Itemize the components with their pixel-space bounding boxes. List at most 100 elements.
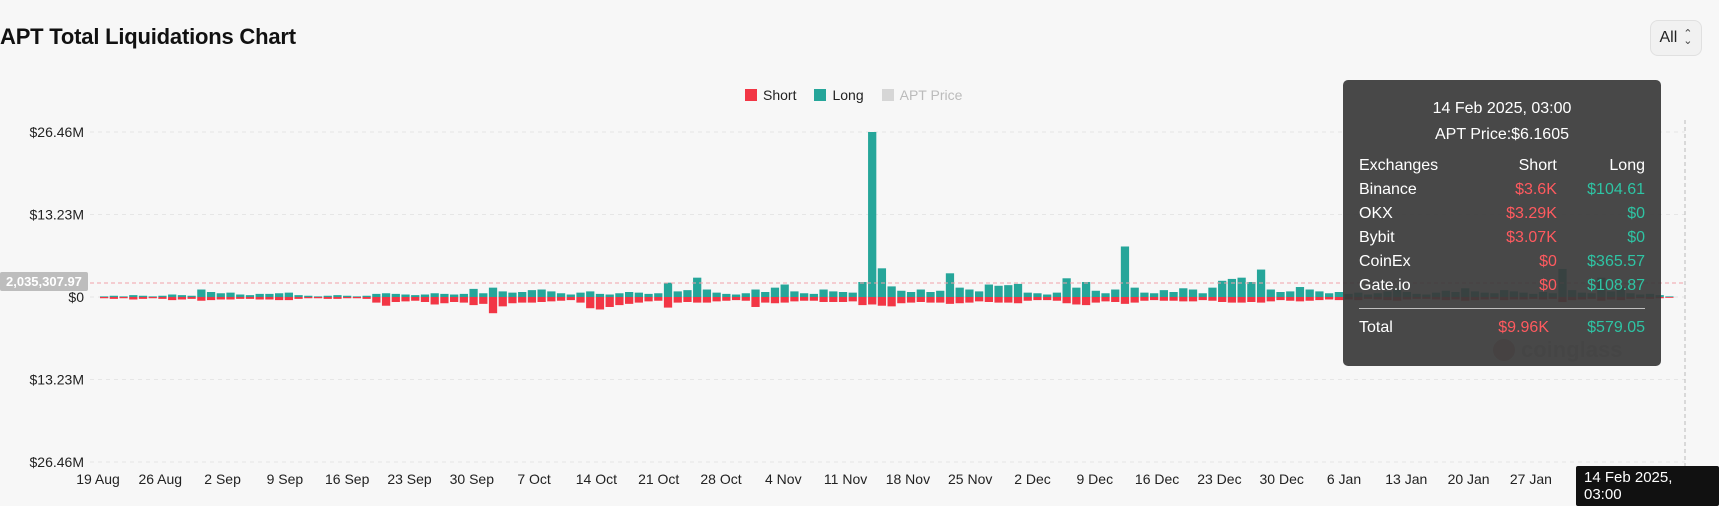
table-row: OKX $3.29K $0 [1359, 202, 1645, 226]
bar-long [1198, 293, 1207, 297]
bar-short [284, 297, 293, 301]
x-tick-label: 18 Nov [886, 471, 930, 487]
bar-long [566, 294, 575, 297]
y-axis: $26.46M $13.23M $0 $13.23M $26.46M [30, 124, 85, 470]
legend-item-apt-price[interactable]: APT Price [881, 87, 963, 103]
bar-short [508, 297, 517, 304]
bar-long [936, 290, 945, 297]
bar-short [1072, 297, 1081, 305]
bar-short [955, 297, 964, 304]
crosshair-date-label: 14 Feb 2025, 03:00 [1576, 466, 1719, 506]
bar-short [255, 297, 264, 300]
bar-short [634, 297, 643, 303]
bar-long [440, 293, 449, 297]
bar-long [868, 132, 877, 297]
bar-long [848, 292, 857, 297]
bar-short [236, 297, 245, 299]
table-row: Bybit $3.07K $0 [1359, 226, 1645, 250]
bar-short [741, 297, 750, 301]
tooltip-short-value: $0 [1539, 253, 1557, 270]
bar-short [731, 297, 741, 301]
bar-long [1013, 283, 1023, 297]
bar-long [1033, 293, 1042, 297]
bar-short [1237, 297, 1246, 303]
bar-long [1218, 280, 1227, 297]
legend-label-long: Long [832, 87, 864, 103]
bar-short [712, 297, 721, 302]
bar-short [343, 297, 352, 299]
bar-short [313, 297, 323, 299]
y-tick-label: $13.23M [30, 372, 84, 388]
x-tick-label: 16 Sep [325, 471, 370, 487]
bar-long [576, 292, 585, 297]
bar-short [868, 297, 877, 305]
bar-long [906, 292, 916, 297]
table-row: CoinEx $0 $365.57 [1359, 250, 1645, 274]
bar-long [284, 292, 293, 297]
tooltip-price: APT Price:$6.1605 [1434, 126, 1569, 143]
bar-long [1169, 292, 1178, 297]
bar-long [712, 292, 721, 297]
bar-long [488, 287, 498, 297]
x-axis: 19 Aug 26 Aug 2 Sep 9 Sep 16 Sep 23 Sep 30 Sep… [76, 471, 1552, 487]
bar-short [498, 297, 507, 307]
bar-long [1052, 292, 1062, 297]
bar-short [1305, 297, 1314, 301]
bar-long [722, 293, 731, 297]
page-title: APT Total Liquidations Chart [0, 24, 296, 49]
bar-long [537, 289, 546, 297]
bar-long [654, 293, 663, 297]
bar-short [1033, 297, 1042, 301]
bar-short [206, 297, 216, 301]
bar-short [838, 297, 848, 302]
legend-item-short[interactable]: Short [745, 87, 796, 103]
bar-long [333, 295, 342, 297]
tooltip-long-value: $0 [1627, 205, 1645, 222]
bar-short [566, 297, 575, 301]
bar-short [1101, 297, 1110, 302]
bar-short [936, 297, 945, 303]
bar-long [100, 296, 109, 298]
bar-short [1334, 297, 1343, 301]
bar-short [187, 297, 196, 299]
bar-long [673, 291, 682, 297]
bar-short [479, 297, 488, 304]
bar-short [430, 297, 439, 305]
bar-short [916, 297, 925, 302]
bar-short [945, 297, 955, 304]
range-selector[interactable]: All ⌃ ⌄ [1650, 20, 1702, 56]
bar-long [945, 273, 955, 297]
bar-short [1081, 297, 1091, 306]
bar-long [615, 293, 624, 297]
bar-short [926, 297, 935, 303]
tooltip-exchange: CoinEx [1359, 253, 1411, 270]
bar-long [780, 284, 789, 297]
bar-short [683, 297, 692, 302]
bar-long [644, 293, 653, 297]
bar-short [1150, 297, 1159, 301]
x-tick-label: 21 Oct [638, 471, 679, 487]
bar-long [129, 295, 138, 297]
bar-long [955, 287, 964, 297]
bar-short [1023, 297, 1032, 301]
bar-long [790, 291, 799, 297]
bar-long [1276, 292, 1285, 297]
legend-label-apt-price: APT Price [899, 87, 963, 103]
bar-short [984, 297, 993, 302]
bar-short [906, 297, 916, 303]
x-tick-label: 30 Sep [450, 471, 495, 487]
bar-short [1052, 297, 1062, 301]
bar-long [731, 294, 741, 297]
bar-long [158, 295, 167, 297]
bar-short [1043, 297, 1052, 301]
tooltip-long-value: $104.61 [1587, 181, 1645, 198]
bar-short [877, 297, 887, 306]
bar-short [323, 297, 332, 299]
bar-long [556, 293, 566, 297]
bar-short [148, 297, 157, 299]
legend-item-long[interactable]: Long [814, 87, 864, 103]
bar-long [1665, 296, 1674, 298]
bar-short [518, 297, 527, 303]
bar-short [1198, 297, 1207, 301]
bar-long [197, 289, 206, 297]
